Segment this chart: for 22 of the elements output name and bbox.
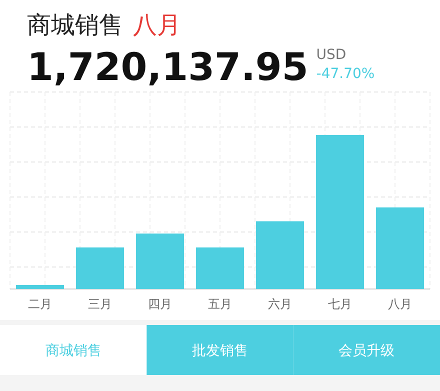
text: 商城销售 (45, 343, 102, 359)
text: -47.70% (316, 66, 375, 82)
bar (16, 284, 64, 289)
text: 1,720,137.95 (27, 45, 308, 89)
chart-subtitle: 八月 (133, 11, 181, 39)
x-tick-label: 六月 (268, 297, 292, 311)
x-tick-label: 五月 (208, 297, 232, 311)
x-tick-label: 二月 (28, 297, 52, 311)
x-tick-label: 三月 (88, 297, 112, 311)
bar (256, 221, 304, 289)
text: USD (316, 47, 346, 63)
text: 批发销售 (192, 343, 248, 359)
chart-title: 商城销售 (27, 11, 123, 39)
bar (376, 207, 424, 289)
bar (316, 135, 364, 289)
text: 会员升级 (338, 343, 395, 359)
bar (196, 247, 244, 289)
x-tick-label: 七月 (328, 297, 352, 311)
x-tick-label: 八月 (388, 297, 412, 311)
x-tick-label: 四月 (148, 297, 172, 311)
bar (76, 247, 124, 289)
bar (136, 234, 184, 289)
